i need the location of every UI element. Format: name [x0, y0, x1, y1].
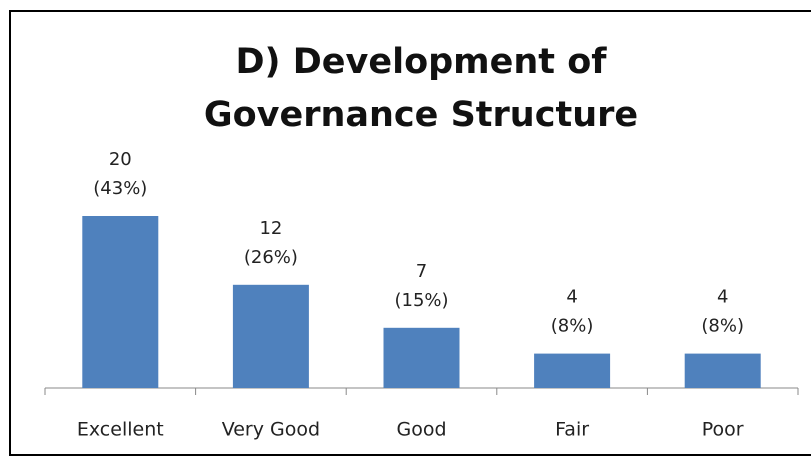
bar	[534, 353, 611, 388]
value-label: (43%)	[93, 178, 147, 199]
x-tick-label: Good	[396, 419, 446, 441]
bar	[82, 216, 159, 388]
x-tick-label: Poor	[702, 419, 744, 441]
chart-title: D) Development of	[236, 42, 608, 82]
bar	[684, 353, 761, 388]
value-label: 12	[259, 218, 282, 239]
value-label: (8%)	[551, 316, 594, 337]
value-label: (15%)	[394, 290, 448, 311]
value-label: 7	[416, 261, 427, 282]
value-label: 20	[109, 149, 132, 170]
value-label: 4	[566, 287, 577, 308]
value-label: (26%)	[244, 247, 298, 268]
value-label: (8%)	[701, 316, 744, 337]
x-tick-label: Very Good	[222, 419, 320, 441]
value-label: 4	[717, 287, 728, 308]
x-tick-label: Excellent	[77, 419, 164, 441]
x-tick-label: Fair	[555, 419, 589, 441]
chart-title: Governance Structure	[204, 95, 638, 135]
bar	[232, 284, 309, 388]
bar	[383, 327, 460, 388]
